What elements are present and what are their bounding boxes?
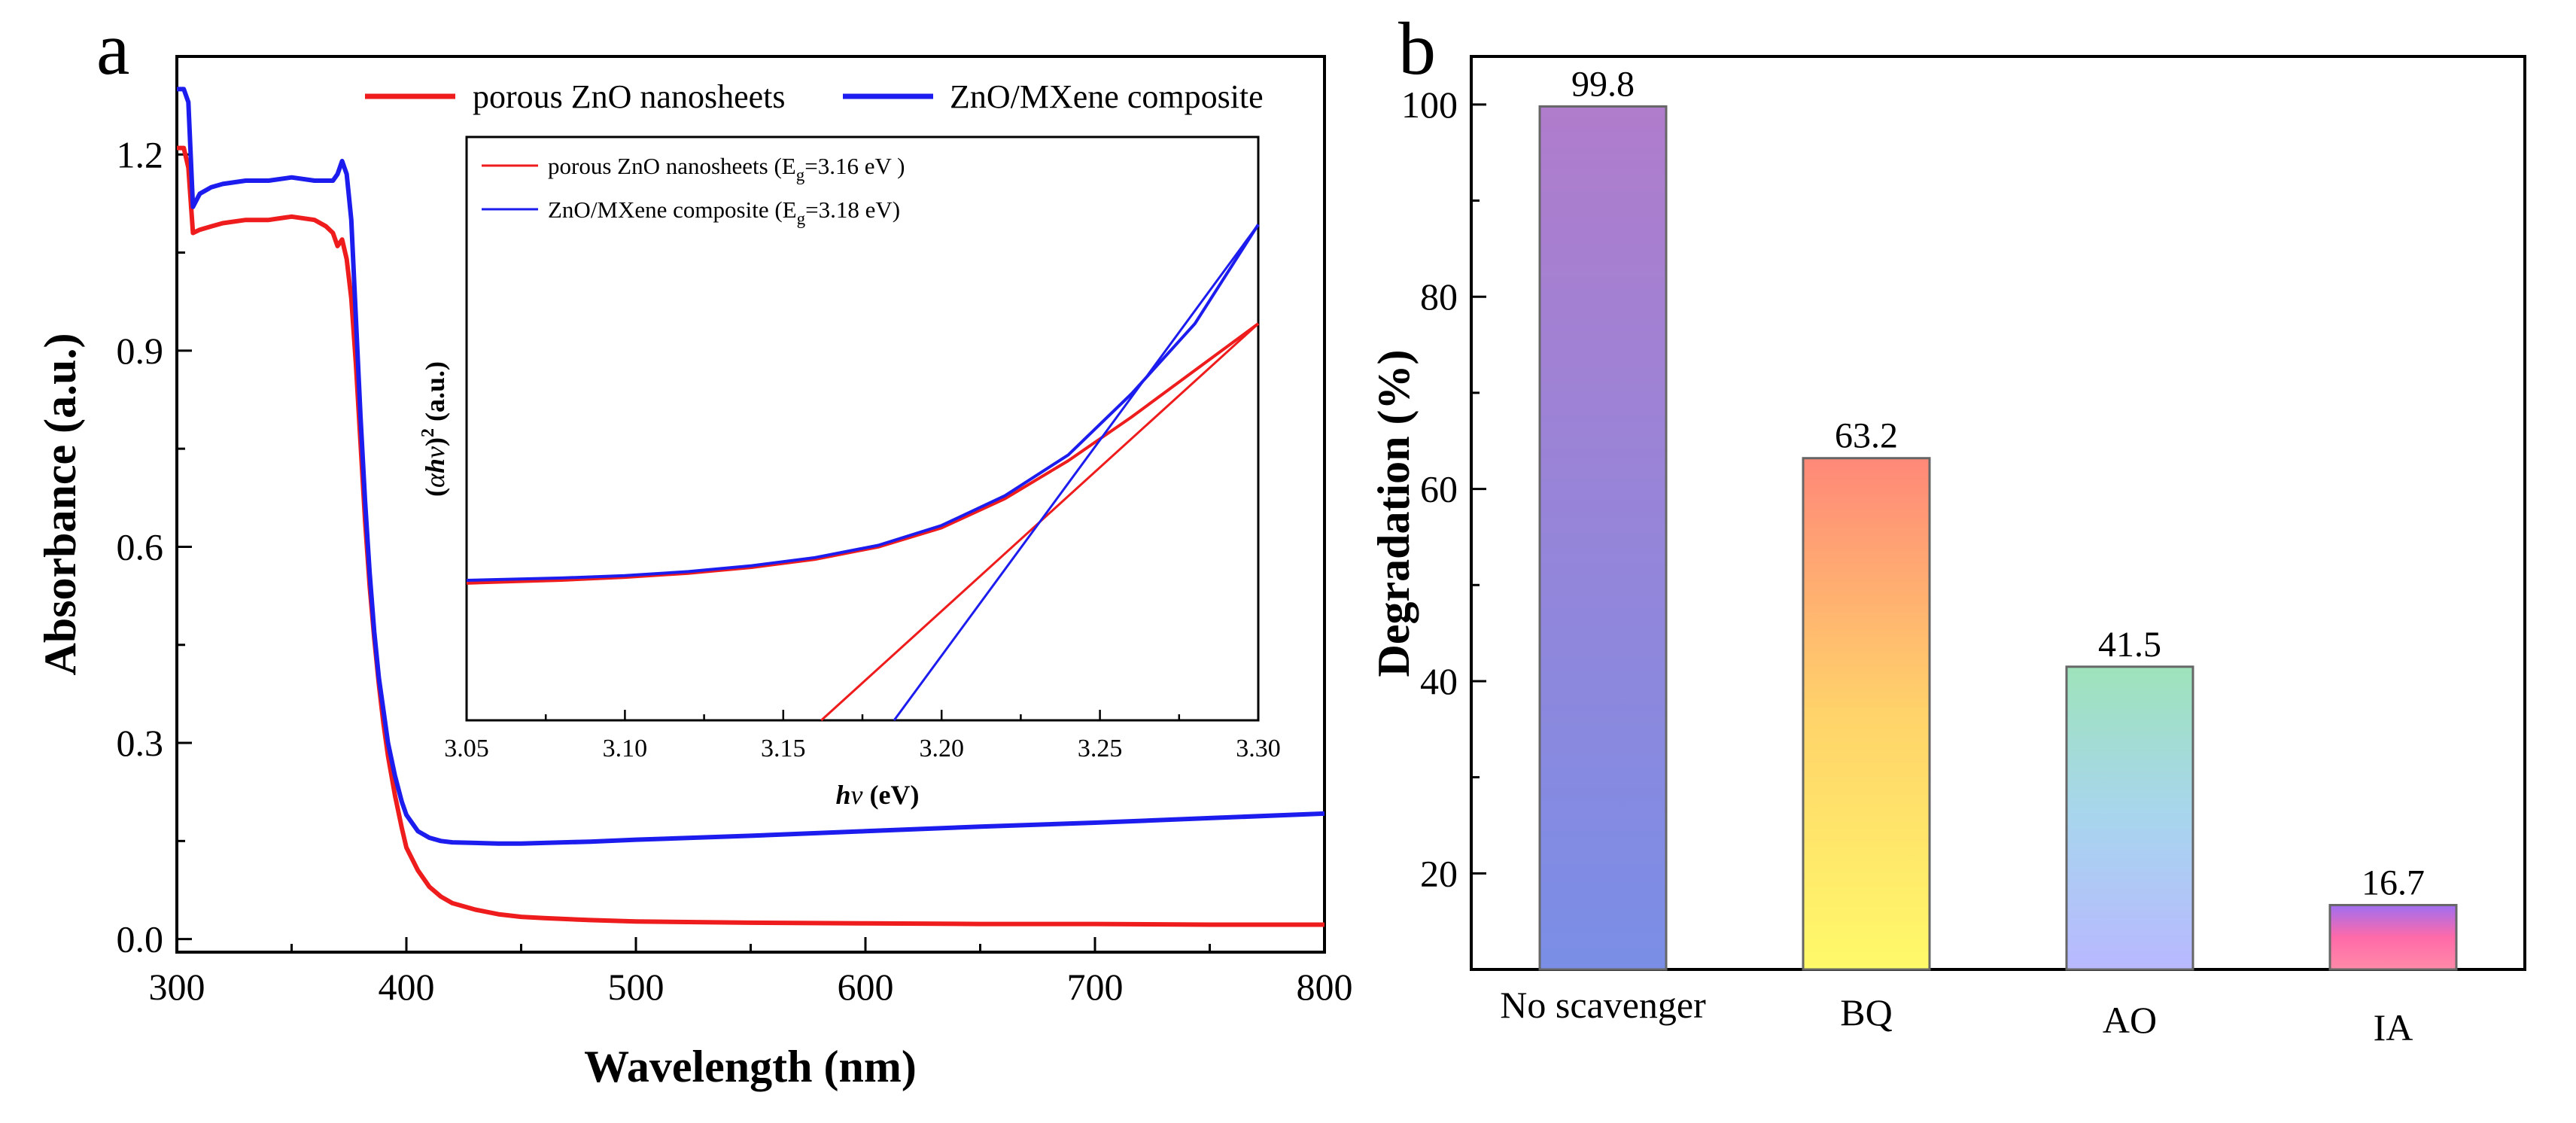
x-tick-label: 600 — [838, 966, 894, 1008]
panel-a-x-axis-title: Wavelength (nm) — [584, 1042, 917, 1091]
inset-x-tick-label: 3.10 — [603, 735, 648, 762]
panel-b-axes-frame — [1470, 55, 2526, 971]
b-y-tick-label: 40 — [1420, 660, 1458, 702]
panel-a-x-ticks: 300 400 500 600 700 800 — [149, 937, 1353, 1008]
inset-series — [466, 224, 1260, 722]
panel-b-y-ticks: 20 40 60 80 100 — [1401, 84, 1486, 894]
series-line-mxene — [177, 87, 1325, 846]
inset-x-tick-label: 3.05 — [444, 735, 489, 762]
bar — [1802, 457, 1931, 971]
inset-axes-frame — [465, 135, 1260, 722]
x-tick-label: 300 — [149, 966, 205, 1008]
x-tick-label: 700 — [1067, 966, 1124, 1008]
panel-b-bars: 99.8 No scavenger 63.2 BQ 41.5 AO 16.7 IA — [1500, 64, 2458, 1048]
bar-category-label: BQ — [1840, 991, 1892, 1033]
panel-a-inset: 3.05 3.10 3.15 3.20 3.25 3.30 porous ZnO nano… — [418, 135, 1281, 810]
x-tick-label: 500 — [608, 966, 665, 1008]
inset-x-tick-label: 3.25 — [1078, 735, 1123, 762]
y-tick-label: 0.0 — [117, 918, 164, 960]
bar-value-label: 16.7 — [2362, 863, 2425, 902]
x-tick-label: 800 — [1297, 966, 1353, 1008]
inset-tangent-mxene — [893, 224, 1260, 721]
x-tick-label: 400 — [379, 966, 435, 1008]
panel-b: b 20 40 60 80 100 99.8 No scavenger 63.2 BQ 41.5… — [1369, 7, 2526, 1048]
inset-x-axis-title: hν (eV) — [836, 780, 920, 810]
b-y-tick-label: 60 — [1420, 468, 1458, 510]
bar-value-label: 99.8 — [1571, 64, 1635, 104]
panel-label-a: a — [96, 7, 129, 90]
legend-label-mxene: ZnO/MXene composite — [950, 78, 1264, 115]
bar-category-label: AO — [2103, 999, 2157, 1041]
inset-curve-mxene — [466, 224, 1260, 582]
b-y-tick-label: 100 — [1401, 84, 1458, 126]
y-tick-label: 0.3 — [117, 722, 164, 764]
inset-y-axis-title: (αhν)2 (a.u.) — [418, 361, 450, 497]
panel-b-y-axis-title: Degradation (%) — [1369, 350, 1419, 677]
bar-category-label: IA — [2374, 1006, 2413, 1048]
panel-a: a 300 400 500 600 700 800 0.0 0.3 0.6 0.9 1.2 Wav… — [35, 7, 1353, 1091]
panel-a-y-ticks: 0.0 0.3 0.6 0.9 1.2 — [117, 133, 192, 960]
legend-label-zno: porous ZnO nanosheets — [473, 78, 786, 115]
bar-value-label: 63.2 — [1835, 416, 1898, 456]
panel-a-y-axis-title: Absorbance (a.u.) — [35, 333, 85, 675]
panel-label-b: b — [1398, 7, 1436, 90]
b-y-tick-label: 20 — [1420, 852, 1458, 894]
bar-value-label: 41.5 — [2098, 625, 2161, 665]
bar-category-label: No scavenger — [1500, 984, 1706, 1026]
y-tick-label: 1.2 — [117, 133, 164, 175]
y-tick-label: 0.6 — [117, 525, 164, 568]
y-tick-label: 0.9 — [117, 330, 164, 372]
bar — [2328, 903, 2458, 971]
inset-curve-zno — [466, 322, 1260, 585]
panel-a-legend: porous ZnO nanosheets ZnO/MXene composit… — [365, 78, 1264, 115]
inset-x-tick-label: 3.15 — [761, 735, 806, 762]
b-y-tick-label: 80 — [1420, 275, 1458, 318]
bar — [1538, 105, 1668, 971]
inset-x-tick-label: 3.30 — [1236, 735, 1281, 762]
inset-x-ticks: 3.05 3.10 3.15 3.20 3.25 3.30 — [444, 710, 1281, 762]
panel-a-series — [177, 87, 1325, 927]
bar — [2065, 665, 2194, 971]
inset-x-tick-label: 3.20 — [919, 735, 964, 762]
